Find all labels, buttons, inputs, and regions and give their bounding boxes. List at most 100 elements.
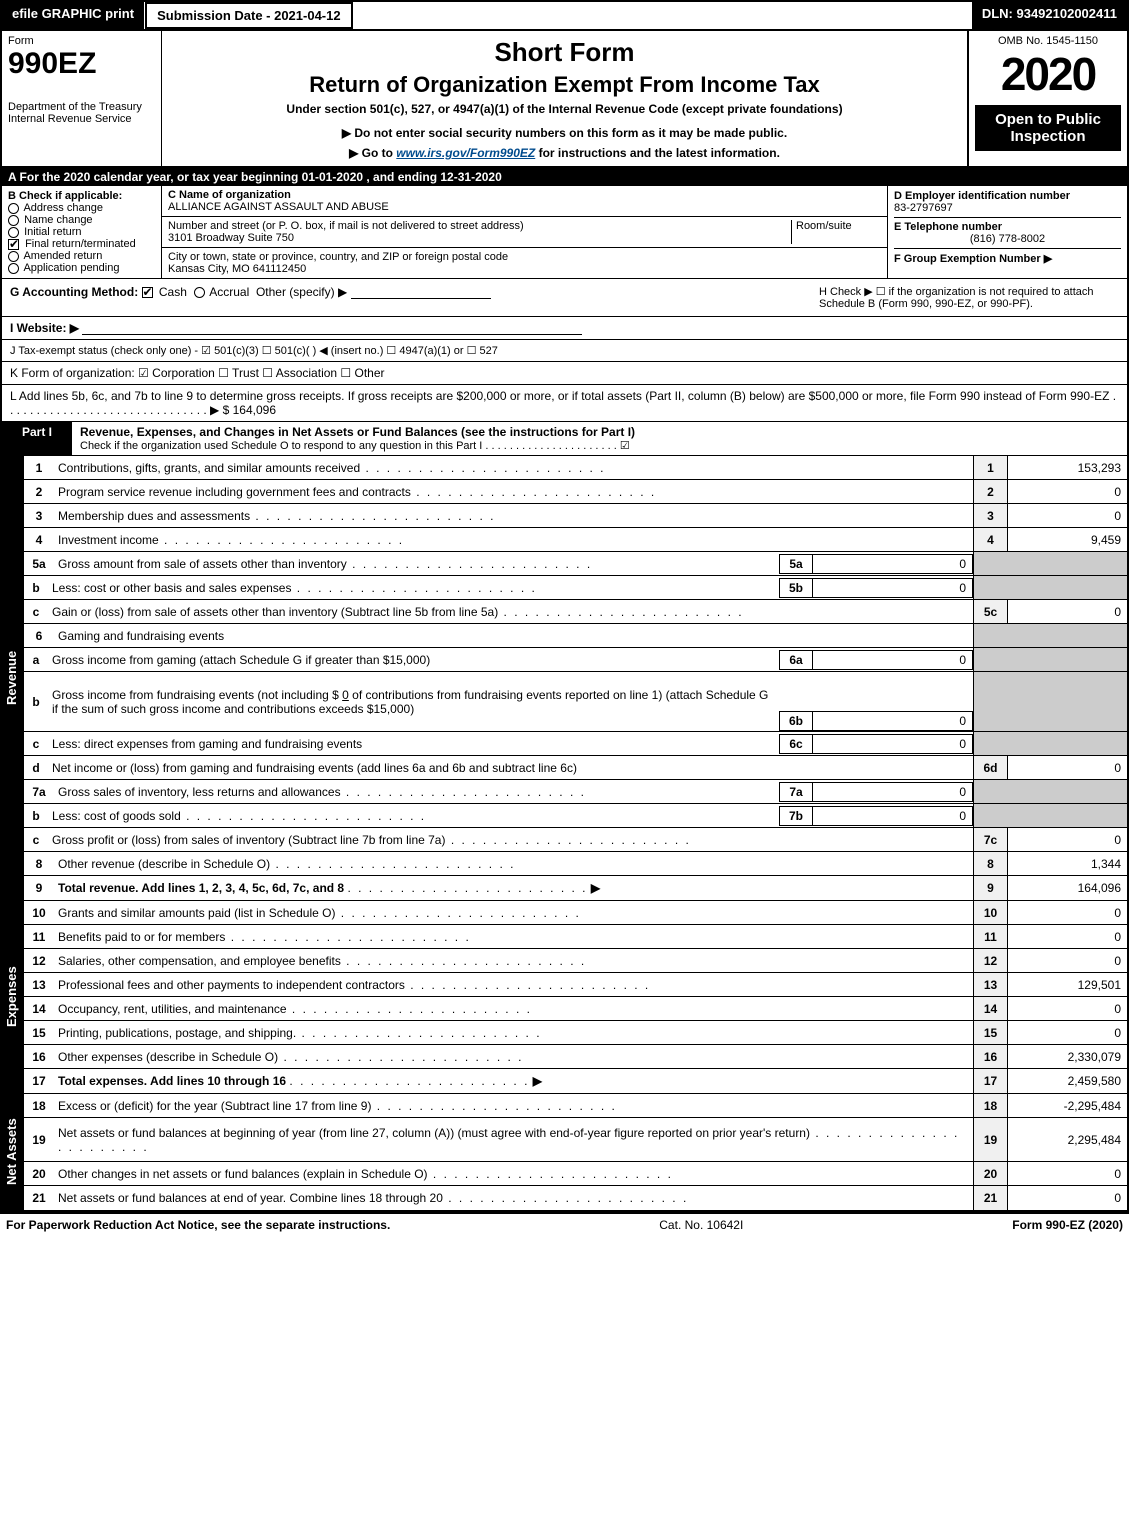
other-specify-field[interactable] xyxy=(351,285,491,299)
line-6b-desc1: Gross income from fundraising events (no… xyxy=(52,688,342,702)
dln-label: DLN: 93492102002411 xyxy=(972,2,1127,29)
goto-line: ▶ Go to www.irs.gov/Form990EZ for instru… xyxy=(168,146,961,160)
row-gh: G Accounting Method: Cash Accrual Other … xyxy=(2,279,1127,317)
line-16-val: 2,330,079 xyxy=(1007,1045,1127,1068)
revenue-sidebar: Revenue xyxy=(2,456,24,900)
line-5b-subval: 0 xyxy=(813,578,973,598)
line-5c-box: 5c xyxy=(973,600,1007,623)
line-k: K Form of organization: ☑ Corporation ☐ … xyxy=(2,362,1127,385)
line-6d-num: d xyxy=(24,759,48,777)
street-label: Number and street (or P. O. box, if mail… xyxy=(168,220,791,232)
gray-6a xyxy=(973,648,1127,671)
line-3-num: 3 xyxy=(24,507,54,525)
chk-address-change-label: Address change xyxy=(23,202,103,214)
line-7b-subval: 0 xyxy=(813,806,973,826)
box-f: F Group Exemption Number ▶ xyxy=(894,249,1121,265)
line-6b-desc: Gross income from fundraising events (no… xyxy=(48,686,779,718)
line-9-val: 164,096 xyxy=(1007,876,1127,900)
line-21-desc: Net assets or fund balances at end of ye… xyxy=(54,1189,973,1207)
line-5b-desc: Less: cost or other basis and sales expe… xyxy=(48,579,779,597)
line-18: 18Excess or (deficit) for the year (Subt… xyxy=(24,1094,1127,1118)
chk-cash[interactable] xyxy=(142,287,153,298)
part-i-title: Revenue, Expenses, and Changes in Net As… xyxy=(80,425,1119,439)
line-7a: 7a Gross sales of inventory, less return… xyxy=(24,780,1127,804)
chk-application-pending[interactable]: Application pending xyxy=(8,262,155,274)
header-center: Short Form Return of Organization Exempt… xyxy=(162,31,967,166)
line-7a-num: 7a xyxy=(24,783,54,801)
line-5b-num: b xyxy=(24,579,48,597)
dept-treasury: Department of the Treasury xyxy=(8,101,155,113)
main-title: Return of Organization Exempt From Incom… xyxy=(168,72,961,98)
line-15-num: 15 xyxy=(24,1024,54,1042)
website-field[interactable] xyxy=(82,321,582,335)
chk-initial-return[interactable]: Initial return xyxy=(8,226,155,238)
line-5c: c Gain or (loss) from sale of assets oth… xyxy=(24,600,1127,624)
line-11-num: 11 xyxy=(24,928,54,946)
line-11-desc: Benefits paid to or for members xyxy=(54,928,973,946)
line-11-box: 11 xyxy=(973,925,1007,948)
line-6a-sub: 6a xyxy=(779,650,813,670)
line-5c-desc: Gain or (loss) from sale of assets other… xyxy=(48,603,973,621)
expenses-sidebar: Expenses xyxy=(2,901,24,1093)
header-row: Form 990EZ Department of the Treasury In… xyxy=(2,31,1127,168)
submission-date-button[interactable]: Submission Date - 2021-04-12 xyxy=(145,2,353,29)
group-exemption-label: F Group Exemption Number ▶ xyxy=(894,253,1052,265)
line-19-num: 19 xyxy=(24,1131,54,1149)
topbar: efile GRAPHIC print Submission Date - 20… xyxy=(2,2,1127,31)
gray-6b xyxy=(973,672,1127,731)
line-12-val: 0 xyxy=(1007,949,1127,972)
line-15-desc: Printing, publications, postage, and shi… xyxy=(54,1024,973,1042)
line-12-box: 12 xyxy=(973,949,1007,972)
line-7c: c Gross profit or (loss) from sales of i… xyxy=(24,828,1127,852)
org-name-label: C Name of organization xyxy=(168,189,881,201)
line-1-box: 1 xyxy=(973,456,1007,479)
line-14: 14Occupancy, rent, utilities, and mainte… xyxy=(24,997,1127,1021)
revenue-body: 1 Contributions, gifts, grants, and simi… xyxy=(24,456,1127,900)
line-5b: b Less: cost or other basis and sales ex… xyxy=(24,576,1127,600)
line-6c-desc: Less: direct expenses from gaming and fu… xyxy=(48,735,779,753)
line-17-desc-wrap: Total expenses. Add lines 10 through 16 … xyxy=(54,1072,973,1090)
chk-final-return[interactable]: Final return/terminated xyxy=(8,238,155,250)
line-6b: b Gross income from fundraising events (… xyxy=(24,672,1127,732)
chk-address-change[interactable]: Address change xyxy=(8,202,155,214)
line-6a-subval: 0 xyxy=(813,650,973,670)
line-6c-num: c xyxy=(24,735,48,753)
footer-right: Form 990-EZ (2020) xyxy=(1012,1218,1123,1232)
line-8-desc: Other revenue (describe in Schedule O) xyxy=(54,855,973,873)
chk-name-change[interactable]: Name change xyxy=(8,214,155,226)
short-form-title: Short Form xyxy=(168,37,961,68)
line-11-val: 0 xyxy=(1007,925,1127,948)
efile-print-button[interactable]: efile GRAPHIC print xyxy=(2,2,145,29)
line-8-num: 8 xyxy=(24,855,54,873)
line-21: 21Net assets or fund balances at end of … xyxy=(24,1186,1127,1210)
line-6a: a Gross income from gaming (attach Sched… xyxy=(24,648,1127,672)
line-g-label: G Accounting Method: xyxy=(10,285,138,299)
line-9-num: 9 xyxy=(24,879,54,897)
expenses-body: 10Grants and similar amounts paid (list … xyxy=(24,901,1127,1093)
line-10-num: 10 xyxy=(24,904,54,922)
line-9-desc-wrap: Total revenue. Add lines 1, 2, 3, 4, 5c,… xyxy=(54,879,973,897)
line-9-desc: Total revenue. Add lines 1, 2, 3, 4, 5c,… xyxy=(58,881,344,895)
line-12: 12Salaries, other compensation, and empl… xyxy=(24,949,1127,973)
chk-amended-return[interactable]: Amended return xyxy=(8,250,155,262)
org-name-row: C Name of organization ALLIANCE AGAINST … xyxy=(162,186,887,217)
line-6d-box: 6d xyxy=(973,756,1007,779)
line-4-desc: Investment income xyxy=(54,531,973,549)
line-5a-desc: Gross amount from sale of assets other t… xyxy=(58,557,592,571)
chk-final-return-label: Final return/terminated xyxy=(25,238,136,250)
netassets-sidebar: Net Assets xyxy=(2,1094,24,1210)
line-7b-sub: 7b xyxy=(779,806,813,826)
chk-amended-return-label: Amended return xyxy=(23,250,102,262)
part-i-header-row: Part I Revenue, Expenses, and Changes in… xyxy=(2,422,1127,456)
chk-initial-return-label: Initial return xyxy=(24,226,81,238)
line-20-val: 0 xyxy=(1007,1162,1127,1185)
irs-link[interactable]: www.irs.gov/Form990EZ xyxy=(396,146,535,160)
line-13: 13Professional fees and other payments t… xyxy=(24,973,1127,997)
line-14-desc: Occupancy, rent, utilities, and maintena… xyxy=(54,1000,973,1018)
line-2: 2 Program service revenue including gove… xyxy=(24,480,1127,504)
line-6b-amt: 0 xyxy=(342,688,349,702)
line-3-val: 0 xyxy=(1007,504,1127,527)
line-12-num: 12 xyxy=(24,952,54,970)
chk-accrual[interactable] xyxy=(194,287,205,298)
line-6a-num: a xyxy=(24,651,48,669)
